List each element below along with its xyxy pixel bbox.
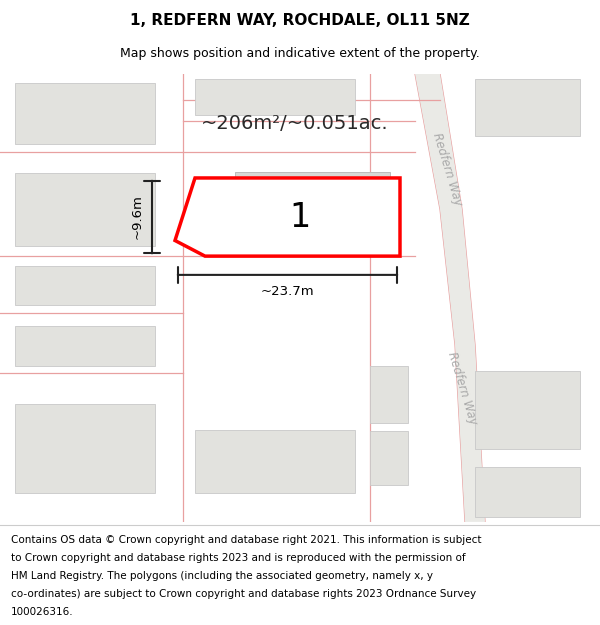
Polygon shape: [415, 74, 485, 522]
Text: HM Land Registry. The polygons (including the associated geometry, namely x, y: HM Land Registry. The polygons (includin…: [11, 571, 433, 581]
Text: co-ordinates) are subject to Crown copyright and database rights 2023 Ordnance S: co-ordinates) are subject to Crown copyr…: [11, 589, 476, 599]
Polygon shape: [175, 178, 400, 256]
Text: ~9.6m: ~9.6m: [131, 194, 144, 239]
Text: Redfern Way: Redfern Way: [445, 351, 479, 426]
Bar: [370, 366, 408, 423]
Bar: [15, 266, 155, 305]
Text: Redfern Way: Redfern Way: [430, 132, 464, 208]
Bar: [195, 430, 355, 492]
Bar: [475, 467, 580, 517]
Text: Contains OS data © Crown copyright and database right 2021. This information is : Contains OS data © Crown copyright and d…: [11, 535, 481, 545]
Text: ~206m²/~0.051ac.: ~206m²/~0.051ac.: [201, 114, 389, 133]
Bar: [15, 173, 155, 246]
Text: 1: 1: [289, 201, 311, 234]
Bar: [475, 79, 580, 136]
Text: to Crown copyright and database rights 2023 and is reproduced with the permissio: to Crown copyright and database rights 2…: [11, 553, 466, 563]
Bar: [475, 371, 580, 449]
Bar: [15, 326, 155, 366]
Text: 100026316.: 100026316.: [11, 608, 73, 618]
Bar: [235, 172, 390, 242]
Bar: [195, 79, 355, 116]
Bar: [15, 83, 155, 144]
Text: Map shows position and indicative extent of the property.: Map shows position and indicative extent…: [120, 47, 480, 59]
Text: 1, REDFERN WAY, ROCHDALE, OL11 5NZ: 1, REDFERN WAY, ROCHDALE, OL11 5NZ: [130, 13, 470, 28]
Text: ~23.7m: ~23.7m: [260, 285, 314, 298]
Bar: [370, 431, 408, 486]
Bar: [15, 404, 155, 492]
